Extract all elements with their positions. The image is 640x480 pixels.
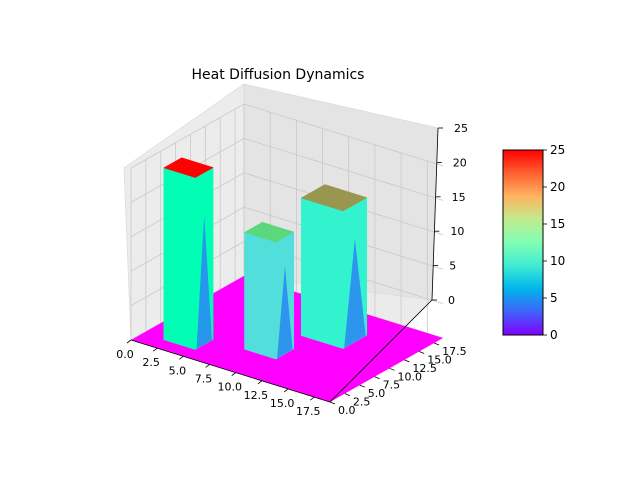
y-tick-mark [329, 401, 336, 405]
surface-block-top [163, 157, 214, 178]
z-axis-line [431, 127, 439, 301]
y-tick-mark [374, 376, 380, 380]
x-tick-mark [310, 396, 315, 401]
x-tick-mark [257, 380, 263, 385]
x-tick-label: 2.5 [142, 356, 160, 369]
surface-block-face [163, 167, 196, 350]
z-tick-label: 5 [449, 260, 456, 273]
x-tick-label: 5.0 [169, 364, 187, 377]
surface-block-shade [277, 266, 293, 359]
y-tick-label: 7.5 [383, 379, 401, 392]
z-axis-ticks: 0 5 10 15 20 25 [432, 122, 468, 307]
y-tick-label: 0.0 [338, 404, 356, 417]
surface-block-shade [344, 238, 366, 348]
colorbar-tick-label: 10 [550, 254, 565, 268]
z-tick-label: 25 [454, 122, 468, 135]
y-tick-mark [433, 342, 440, 346]
surface-plot [131, 157, 443, 402]
colorbar-tick-label: 20 [550, 180, 565, 194]
colorbar [502, 149, 544, 336]
y-tick-label: 15.0 [427, 353, 452, 366]
x-tick-label: 15.0 [270, 397, 295, 410]
x-tick-mark [283, 388, 289, 393]
surface-block-top [243, 221, 295, 243]
x-tick-mark [152, 347, 158, 352]
x-tick-mark [205, 364, 210, 368]
grid-line [130, 103, 444, 169]
x-axis-ticks: 0.0 2.5 5.0 7.5 10.012.515.017.5 [116, 339, 321, 418]
x-tick-label: 12.5 [244, 389, 269, 402]
x-tick-label: 10.0 [217, 381, 242, 394]
chart-title: Heat Diffusion Dynamics [192, 67, 365, 83]
x-tick-mark [179, 355, 184, 360]
y-tick-label: 5.0 [368, 387, 386, 400]
surface-block-top [300, 184, 368, 212]
z-tick-label: 10 [450, 225, 464, 238]
y-tick-mark [389, 367, 395, 371]
y-axis-ticks: 0.02.55.07.510.012.515.017.5 [329, 342, 467, 417]
y-tick-mark [344, 393, 351, 396]
y-tick-mark [359, 384, 365, 388]
z-tick-label: 20 [453, 156, 467, 169]
colorbar-ticks: 0 5 10 15 20 25 [543, 143, 565, 342]
x-tick-label: 0.0 [116, 348, 134, 361]
x-tick-mark [126, 339, 132, 344]
x-tick-mark [231, 372, 236, 376]
x-axis-line [130, 339, 331, 403]
surface-block-face [244, 231, 277, 360]
x-tick-label: 7.5 [195, 372, 213, 385]
colorbar-tick-label: 5 [550, 291, 558, 305]
colorbar-tick-label: 15 [550, 217, 565, 231]
y-tick-mark [404, 359, 410, 363]
colorbar-tick-label: 0 [550, 328, 558, 342]
y-axis-line [329, 299, 433, 403]
z-tick-label: 0 [448, 294, 455, 307]
surface-block-face [300, 197, 344, 349]
y-tick-label: 10.0 [397, 370, 422, 383]
surface-block-shade [196, 215, 212, 349]
y-tick-mark [419, 351, 425, 354]
x-tick-label: 17.5 [296, 405, 321, 418]
y-tick-label: 2.5 [353, 396, 371, 409]
colorbar-tick-label: 25 [550, 143, 565, 157]
y-tick-label: 17.5 [442, 345, 467, 358]
z-tick-label: 15 [452, 191, 466, 204]
y-tick-label: 12.5 [412, 362, 437, 375]
